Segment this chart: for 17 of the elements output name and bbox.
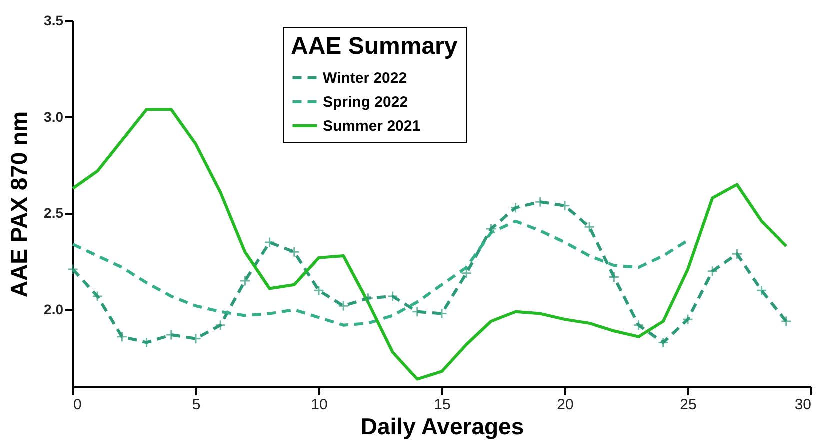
y-axis-title: AAE PAX 870 nm xyxy=(6,111,32,298)
x-tick-label: 20 xyxy=(557,396,574,414)
x-tick-label: 10 xyxy=(311,396,328,414)
legend-label: Winter 2022 xyxy=(323,70,408,87)
x-axis-title: Daily Averages xyxy=(360,414,524,440)
x-tick-label: 15 xyxy=(434,396,451,414)
x-tick-label: 25 xyxy=(680,396,697,414)
y-tick-label: 3.0 xyxy=(44,108,64,125)
legend-label: Spring 2022 xyxy=(323,94,408,111)
y-tick-label: 2.5 xyxy=(44,205,64,222)
legend-title: AAE Summary xyxy=(291,33,458,60)
x-tick-label: 0 xyxy=(74,396,82,414)
legend-label: Summer 2021 xyxy=(323,118,421,135)
x-tick-label: 30 xyxy=(794,396,812,414)
y-tick-label: 2.0 xyxy=(44,301,64,318)
x-tick-label: 5 xyxy=(192,396,201,414)
y-tick-label: 3.5 xyxy=(44,12,64,28)
